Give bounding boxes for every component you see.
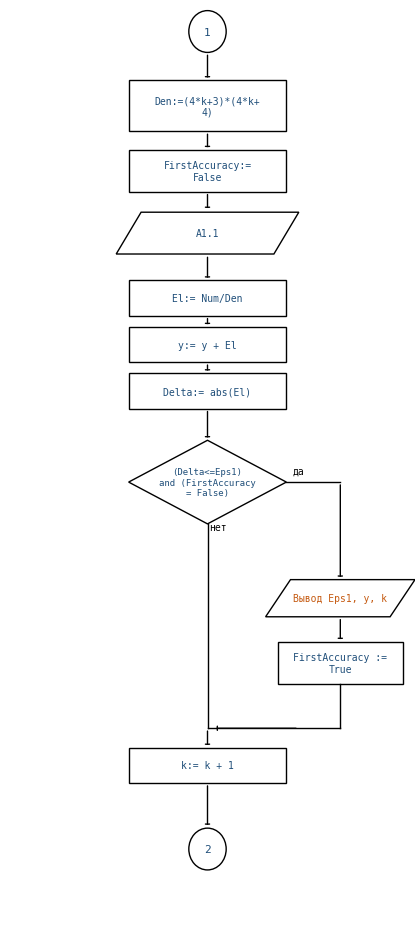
Text: y:= y + El: y:= y + El [178, 341, 237, 350]
Ellipse shape [189, 11, 226, 53]
Text: Delta:= abs(El): Delta:= abs(El) [164, 387, 251, 396]
Text: FirstAccuracy :=
True: FirstAccuracy := True [293, 652, 387, 675]
FancyBboxPatch shape [278, 643, 403, 685]
Polygon shape [266, 580, 415, 617]
Text: FirstAccuracy:=
False: FirstAccuracy:= False [164, 161, 251, 183]
FancyBboxPatch shape [129, 150, 286, 193]
FancyBboxPatch shape [129, 328, 286, 363]
Text: 2: 2 [204, 844, 211, 854]
Text: El:= Num/Den: El:= Num/Den [172, 294, 243, 303]
FancyBboxPatch shape [129, 81, 286, 132]
Text: (Delta<=Eps1)
and (FirstAccuracy
= False): (Delta<=Eps1) and (FirstAccuracy = False… [159, 468, 256, 497]
Text: k:= k + 1: k:= k + 1 [181, 761, 234, 770]
Text: Den:=(4*k+3)*(4*k+
4): Den:=(4*k+3)*(4*k+ 4) [155, 96, 260, 118]
Polygon shape [129, 441, 286, 524]
Text: Вывод Eps1, y, k: Вывод Eps1, y, k [293, 594, 387, 603]
Polygon shape [116, 213, 299, 254]
FancyBboxPatch shape [129, 374, 286, 409]
FancyBboxPatch shape [129, 281, 286, 316]
FancyBboxPatch shape [129, 748, 286, 783]
Text: A1.1: A1.1 [196, 229, 219, 238]
Text: 1: 1 [204, 28, 211, 37]
Ellipse shape [189, 829, 226, 870]
Text: нет: нет [210, 522, 227, 532]
Text: да: да [293, 467, 304, 476]
